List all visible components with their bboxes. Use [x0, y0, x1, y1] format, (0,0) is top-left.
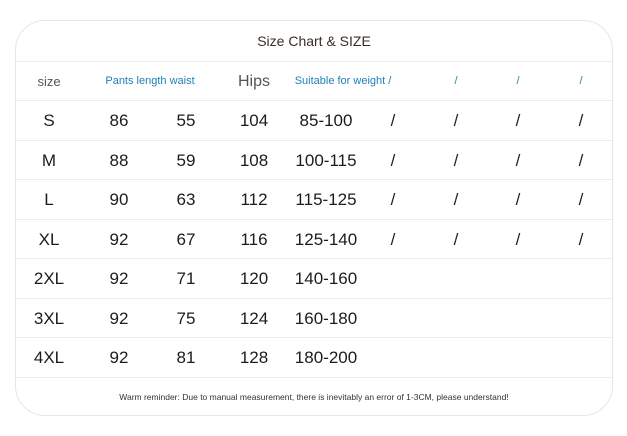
cell-weight: 115-125: [295, 190, 357, 209]
cell-slash: /: [578, 190, 584, 209]
cell-size: M: [41, 150, 57, 170]
cell-pants: 92: [109, 269, 129, 288]
header-slash: /: [579, 75, 583, 87]
cell-hips: 116: [240, 229, 268, 249]
cell-weight: 140-160: [294, 269, 358, 288]
cell-waist: 55: [176, 111, 196, 130]
cell-hips: 120: [239, 269, 269, 288]
cell-hips: 128: [239, 348, 269, 367]
cell-waist: 81: [176, 348, 196, 367]
table-row: 3XL 92 75 124 160-180: [16, 297, 612, 338]
header-hips: Hips: [237, 73, 271, 90]
table-row: L 90 63 112 115-125 / / / /: [16, 179, 612, 219]
header-size: size: [37, 74, 61, 89]
cell-size: XL: [38, 229, 60, 249]
cell-hips: 124: [239, 308, 269, 328]
table-row: XL 92 67 116 125-140 / / / /: [16, 218, 612, 259]
header-pants-waist: Pants length waist: [105, 75, 195, 87]
size-chart-card: Size Chart & SIZE size Pants length wais…: [15, 20, 613, 416]
cell-weight: 180-200: [294, 348, 358, 367]
cell-waist: 71: [176, 269, 196, 288]
cell-waist: 63: [176, 190, 196, 209]
cell-slash: /: [578, 111, 584, 130]
cell-weight: 85-100: [299, 111, 353, 130]
cell-slash: /: [390, 111, 396, 130]
chart-title: Size Chart & SIZE: [257, 33, 371, 49]
table-row: M 88 59 108 100-115 / / / /: [16, 139, 612, 180]
cell-hips: 112: [240, 190, 268, 209]
cell-slash: /: [390, 150, 396, 170]
header-weight: Suitable for weight /: [294, 75, 392, 87]
cell-slash: /: [515, 150, 521, 170]
cell-slash: /: [453, 190, 459, 209]
header-slash: /: [516, 75, 520, 87]
cell-hips: 108: [239, 150, 269, 170]
cell-pants: 92: [109, 308, 129, 328]
cell-size: L: [44, 190, 54, 209]
cell-slash: /: [515, 229, 521, 249]
cell-waist: 67: [176, 229, 196, 249]
cell-slash: /: [578, 229, 584, 249]
cell-waist: 75: [176, 308, 196, 328]
cell-slash: /: [453, 229, 459, 249]
cell-slash: /: [515, 111, 521, 130]
cell-size: S: [43, 111, 55, 130]
cell-size: 4XL: [33, 348, 65, 367]
cell-slash: /: [515, 190, 521, 209]
cell-weight: 160-180: [294, 308, 358, 328]
cell-waist: 59: [176, 150, 196, 170]
cell-pants: 86: [109, 111, 129, 130]
table-row: S 86 55 104 85-100 / / / /: [16, 100, 612, 140]
cell-pants: 92: [109, 229, 129, 249]
table-row: 2XL 92 71 120 140-160: [16, 258, 612, 298]
cell-slash: /: [390, 190, 396, 209]
cell-weight: 100-115: [295, 150, 357, 170]
cell-pants: 90: [109, 190, 129, 209]
cell-pants: 92: [109, 348, 129, 367]
cell-size: 3XL: [33, 308, 65, 328]
cell-slash: /: [578, 150, 584, 170]
warm-reminder: Warm reminder: Due to manual measurement…: [16, 377, 612, 415]
cell-hips: 104: [239, 111, 269, 130]
header-slash: /: [454, 75, 458, 87]
cell-size: 2XL: [33, 269, 65, 288]
table-row: 4XL 92 81 128 180-200: [16, 337, 612, 377]
cell-weight: 125-140: [294, 229, 358, 249]
cell-slash: /: [390, 229, 396, 249]
cell-slash: /: [453, 150, 459, 170]
cell-slash: /: [453, 111, 459, 130]
cell-pants: 88: [109, 150, 129, 170]
header-row: size Pants length waist Hips Suitable fo…: [16, 61, 612, 101]
